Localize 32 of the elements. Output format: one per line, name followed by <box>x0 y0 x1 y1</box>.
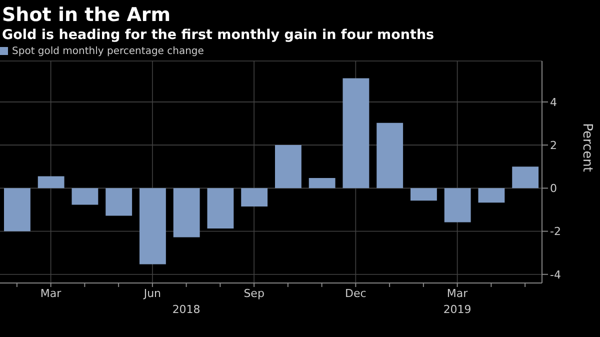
bar <box>140 188 166 264</box>
y-tick-label: 0 <box>550 182 557 196</box>
bar <box>106 188 132 216</box>
y-tick-label: 4 <box>550 96 557 109</box>
bar <box>342 78 370 188</box>
y-tick-label: -2 <box>550 225 561 238</box>
legend-label: Spot gold monthly percentage change <box>12 46 204 57</box>
bar <box>512 166 539 188</box>
chart-subtitle: Gold is heading for the first monthly gain in four months <box>2 27 434 43</box>
bar <box>72 188 98 205</box>
text: 2018 <box>171 303 202 316</box>
bar <box>275 145 302 188</box>
bar <box>308 178 336 188</box>
y-tick-label: 2 <box>550 138 557 152</box>
bar <box>38 176 64 188</box>
bar <box>241 188 268 206</box>
bar <box>4 188 30 232</box>
y-axis-title: Percent <box>579 123 594 172</box>
bar <box>478 188 505 203</box>
bar <box>444 188 471 222</box>
bar <box>376 122 404 188</box>
bar <box>207 188 234 228</box>
bar <box>410 188 437 201</box>
x-tick-label: Jun <box>142 286 162 300</box>
x-tick-label: Mar <box>446 286 468 300</box>
y-tick-label: -4 <box>550 268 561 282</box>
x-tick-label: Dec <box>345 286 366 300</box>
text: 2019 <box>442 303 472 316</box>
bar <box>173 188 200 238</box>
x-tick-label: Mar <box>40 286 62 300</box>
x-tick-label: Sep <box>244 286 264 300</box>
chart-title: Shot in the Arm <box>2 4 171 26</box>
